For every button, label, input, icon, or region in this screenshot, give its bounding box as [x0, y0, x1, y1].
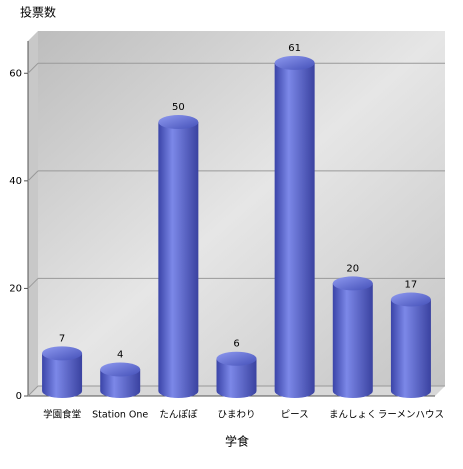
bar	[100, 369, 141, 398]
chart-title: 投票数	[20, 5, 56, 20]
bar	[274, 62, 315, 399]
value-label: 7	[59, 333, 65, 344]
bar	[390, 299, 431, 399]
x-tick-label: まんしょく	[329, 410, 377, 421]
bar-top	[158, 115, 199, 130]
value-label: 20	[346, 263, 359, 274]
bar-top	[274, 55, 315, 70]
bar	[158, 122, 199, 398]
x-tick-label: Station One	[92, 410, 148, 421]
x-tick-label: ひまわり	[217, 410, 255, 421]
x-tick-label: ラーメンハウス	[378, 410, 444, 421]
value-label: 6	[233, 339, 239, 350]
grid-line	[27, 62, 39, 74]
y-tick-label: 0	[16, 391, 22, 402]
bar	[42, 353, 83, 398]
bar-top	[332, 276, 373, 291]
bar	[332, 283, 373, 399]
grid-line	[27, 278, 39, 289]
value-label: 61	[288, 43, 301, 54]
bar-top	[42, 346, 83, 361]
value-label: 17	[405, 280, 418, 291]
x-axis-label: 学食	[225, 434, 249, 449]
y-tick-label: 20	[9, 283, 22, 294]
x-tick-label: たんぽぽ	[159, 410, 198, 421]
bar-top	[100, 362, 141, 377]
value-label: 4	[117, 349, 123, 360]
bar	[216, 358, 257, 399]
back-wall	[38, 31, 445, 386]
x-tick-label: ピース	[281, 410, 309, 421]
grid-line	[27, 170, 39, 182]
grid-line	[27, 385, 39, 397]
x-tick-label: 学園食堂	[43, 409, 81, 421]
side-wall	[28, 31, 38, 396]
bar-top	[390, 292, 431, 307]
y-tick-label: 60	[9, 68, 22, 79]
y-tick-label: 40	[9, 176, 22, 187]
value-label: 50	[172, 102, 185, 113]
bar-top	[216, 351, 257, 366]
